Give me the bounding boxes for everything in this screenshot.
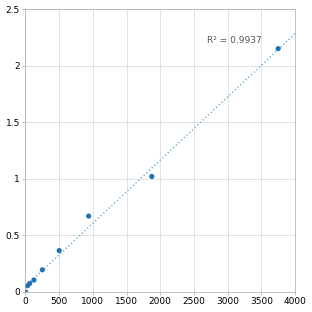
- Point: [57, 248, 62, 253]
- Point: [40, 267, 45, 272]
- Point: [23, 290, 28, 295]
- Point: [32, 277, 37, 282]
- Point: [27, 281, 32, 286]
- Point: [276, 46, 281, 51]
- Point: [25, 283, 30, 288]
- Point: [149, 174, 154, 179]
- Point: [86, 214, 91, 219]
- Text: R² = 0.9937: R² = 0.9937: [207, 36, 262, 45]
